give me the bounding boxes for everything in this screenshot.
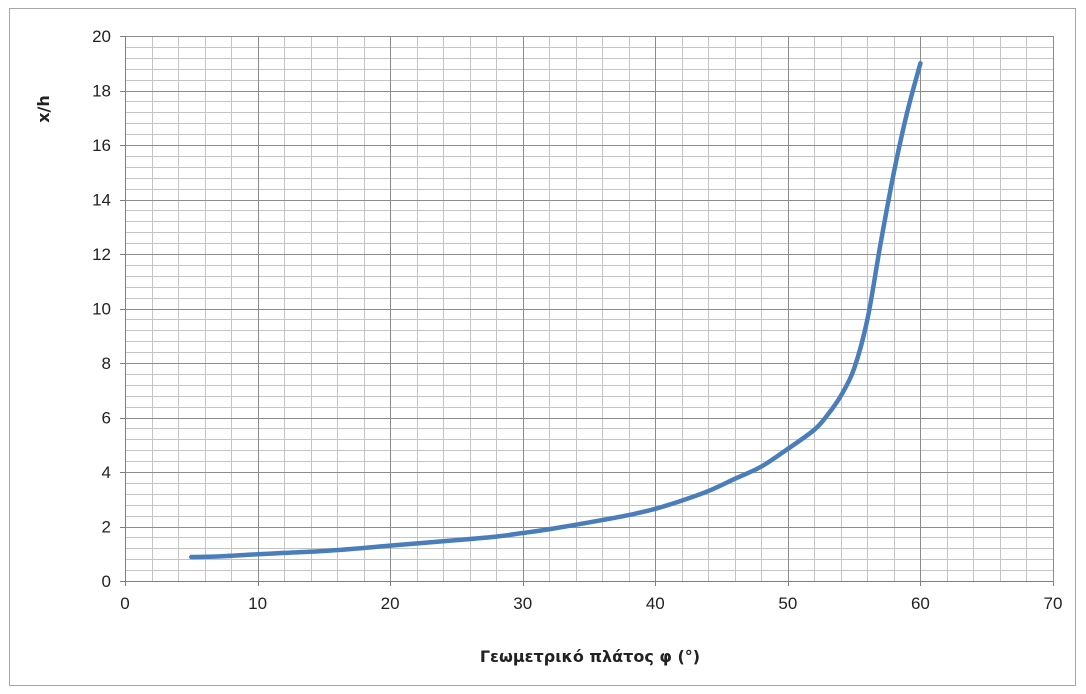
x-tick-label: 10 bbox=[248, 594, 267, 613]
x-tick-label: 70 bbox=[1044, 594, 1063, 613]
y-tick-label: 10 bbox=[92, 300, 111, 319]
y-tick-label: 6 bbox=[102, 409, 111, 428]
series-line-0 bbox=[189, 61, 923, 560]
y-tick-label: 20 bbox=[92, 27, 111, 46]
y-tick-label: 8 bbox=[102, 354, 111, 373]
chart-area bbox=[9, 8, 1076, 686]
x-tick-label: 0 bbox=[120, 594, 129, 613]
y-tick-label: 12 bbox=[92, 245, 111, 264]
y-axis-title: x/h bbox=[34, 95, 53, 123]
y-tick-label: 14 bbox=[92, 191, 111, 210]
y-tick-label: 4 bbox=[102, 463, 111, 482]
x-tick-label: 50 bbox=[778, 594, 797, 613]
x-tick-label: 30 bbox=[513, 594, 532, 613]
y-axis-tick-labels: 0 2 4 6 8 10 12 14 16 18 20 bbox=[92, 27, 111, 591]
x-tick-label: 20 bbox=[381, 594, 400, 613]
major-gridlines bbox=[125, 36, 1054, 581]
y-tick-label: 0 bbox=[102, 572, 111, 591]
axes bbox=[120, 36, 1054, 586]
y-tick-label: 2 bbox=[102, 518, 111, 537]
x-axis-title: Γεωμετρικό πλάτος φ (°) bbox=[480, 647, 700, 666]
x-tick-label: 40 bbox=[646, 594, 665, 613]
minor-gridlines bbox=[125, 36, 1053, 581]
series-layer bbox=[189, 61, 923, 560]
x-axis-tick-labels: 0 10 20 30 40 50 60 70 bbox=[120, 594, 1062, 613]
x-tick-label: 60 bbox=[911, 594, 930, 613]
y-tick-label: 16 bbox=[92, 136, 111, 155]
y-tick-label: 18 bbox=[92, 82, 111, 101]
